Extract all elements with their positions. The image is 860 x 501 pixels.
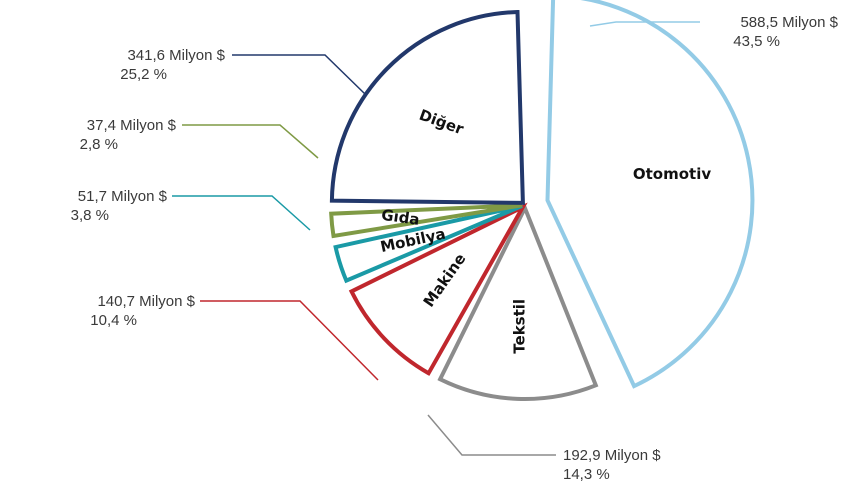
value-label-gıda: 37,4 Milyon $ xyxy=(87,117,177,134)
value-label-makine: 140,7 Milyon $ xyxy=(97,293,195,310)
leader-line-tekstil xyxy=(427,414,556,456)
value-label-tekstil: 192,9 Milyon $ xyxy=(563,447,661,464)
percent-label-mobilya: 3,8 % xyxy=(71,207,109,224)
value-label-diğer: 341,6 Milyon $ xyxy=(127,47,225,64)
percent-label-makine: 10,4 % xyxy=(90,312,137,329)
pie-slice-makine xyxy=(348,202,528,376)
value-label-otomotiv: 588,5 Milyon $ xyxy=(740,14,838,31)
category-label-otomotiv: Otomotiv xyxy=(633,165,711,183)
percent-label-tekstil: 14,3 % xyxy=(563,466,610,483)
leader-line-makine xyxy=(200,300,379,381)
leader-line-otomotiv xyxy=(589,21,700,27)
pie-slices xyxy=(329,0,755,401)
value-label-mobilya: 51,7 Milyon $ xyxy=(78,188,168,205)
leader-lines xyxy=(172,21,700,456)
percent-label-gıda: 2,8 % xyxy=(80,136,118,153)
pie-slice-tekstil xyxy=(437,203,599,401)
pie-slice-diğer xyxy=(329,9,525,205)
leader-line-diğer xyxy=(232,54,366,95)
leader-line-mobilya xyxy=(172,195,311,231)
value-labels: 588,5 Milyon $ 43,5 % 192,9 Milyon $ 14,3 %… xyxy=(71,14,839,483)
percent-label-otomotiv: 43,5 % xyxy=(733,33,780,50)
pie-slice-otomotiv xyxy=(545,0,755,389)
category-label-gıda: Gıda xyxy=(380,206,420,229)
category-label-tekstil: Tekstil xyxy=(511,299,529,354)
percent-label-diğer: 25,2 % xyxy=(120,66,167,83)
pie-slice-gıda xyxy=(329,203,523,239)
pie-slice-mobilya xyxy=(333,203,523,284)
leader-line-gıda xyxy=(182,124,319,159)
